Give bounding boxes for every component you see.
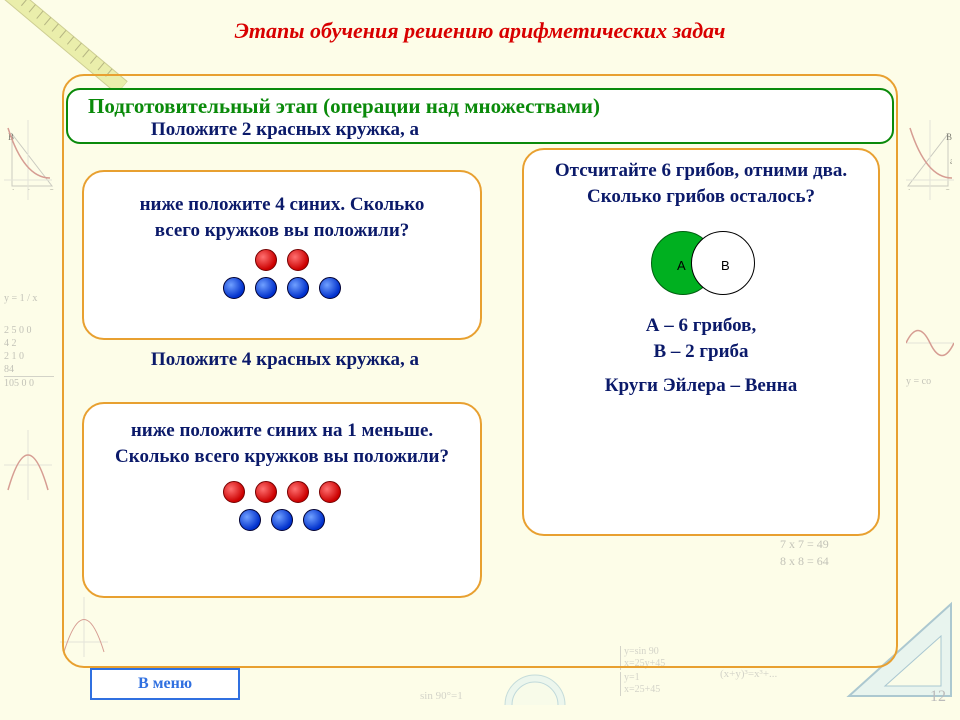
svg-text:A: A	[10, 188, 17, 190]
card3-legend-b: В – 2 гриба	[542, 339, 860, 365]
card1-line1: ниже положите 4 синих. Сколько	[102, 192, 462, 218]
card2-red-dots	[102, 481, 462, 503]
bg-expand: (x+y)³=x³+...	[720, 668, 777, 680]
svg-text:b: b	[28, 188, 33, 190]
svg-text:C: C	[944, 188, 950, 190]
card1-red-dots	[102, 249, 462, 271]
card3-question: Отсчитайте 6 грибов, отними два. Сколько…	[542, 158, 860, 209]
venn-diagram: A B	[631, 223, 771, 303]
card3-legend-a: А – 6 грибов,	[542, 313, 860, 339]
card1-blue-dots	[102, 277, 462, 299]
svg-text:B: B	[946, 132, 952, 142]
page-number: 12	[930, 688, 946, 706]
card1-line2: всего кружков вы положили?	[102, 218, 462, 244]
menu-button[interactable]: В меню	[90, 668, 240, 700]
bg-calc: 2 5 0 0 4 22 1 0 84 105 0 0	[4, 324, 54, 390]
venn-label-b: B	[721, 257, 730, 275]
svg-text:B: B	[8, 132, 14, 142]
page-title: Этапы обучения решению арифметических за…	[0, 18, 960, 44]
svg-text:A: A	[906, 188, 913, 190]
card1-intro: Положите 2 красных кружка, а	[120, 118, 450, 143]
svg-text:C: C	[48, 188, 54, 190]
card3-footer: Круги Эйлера – Венна	[542, 373, 860, 399]
venn-label-a: A	[677, 257, 686, 275]
card-task-2: ниже положите синих на 1 меньше. Сколько…	[82, 402, 482, 598]
card2-blue-dots	[102, 509, 462, 531]
card2-line1: ниже положите синих на 1 меньше.	[102, 418, 462, 444]
card2-intro: Положите 4 красных кружка, а	[120, 348, 450, 373]
bg-formulas: sin 90°=1	[420, 690, 463, 702]
bg-label-yx: y = 1 / x	[4, 293, 54, 304]
card2-line2: Сколько всего кружков вы положили?	[102, 444, 462, 470]
svg-text:a: a	[950, 156, 952, 166]
bg-label-cos: y = co	[906, 376, 956, 387]
card-task-3: Отсчитайте 6 грибов, отними два. Сколько…	[522, 148, 880, 536]
card-task-1: ниже положите 4 синих. Сколько всего кру…	[82, 170, 482, 340]
